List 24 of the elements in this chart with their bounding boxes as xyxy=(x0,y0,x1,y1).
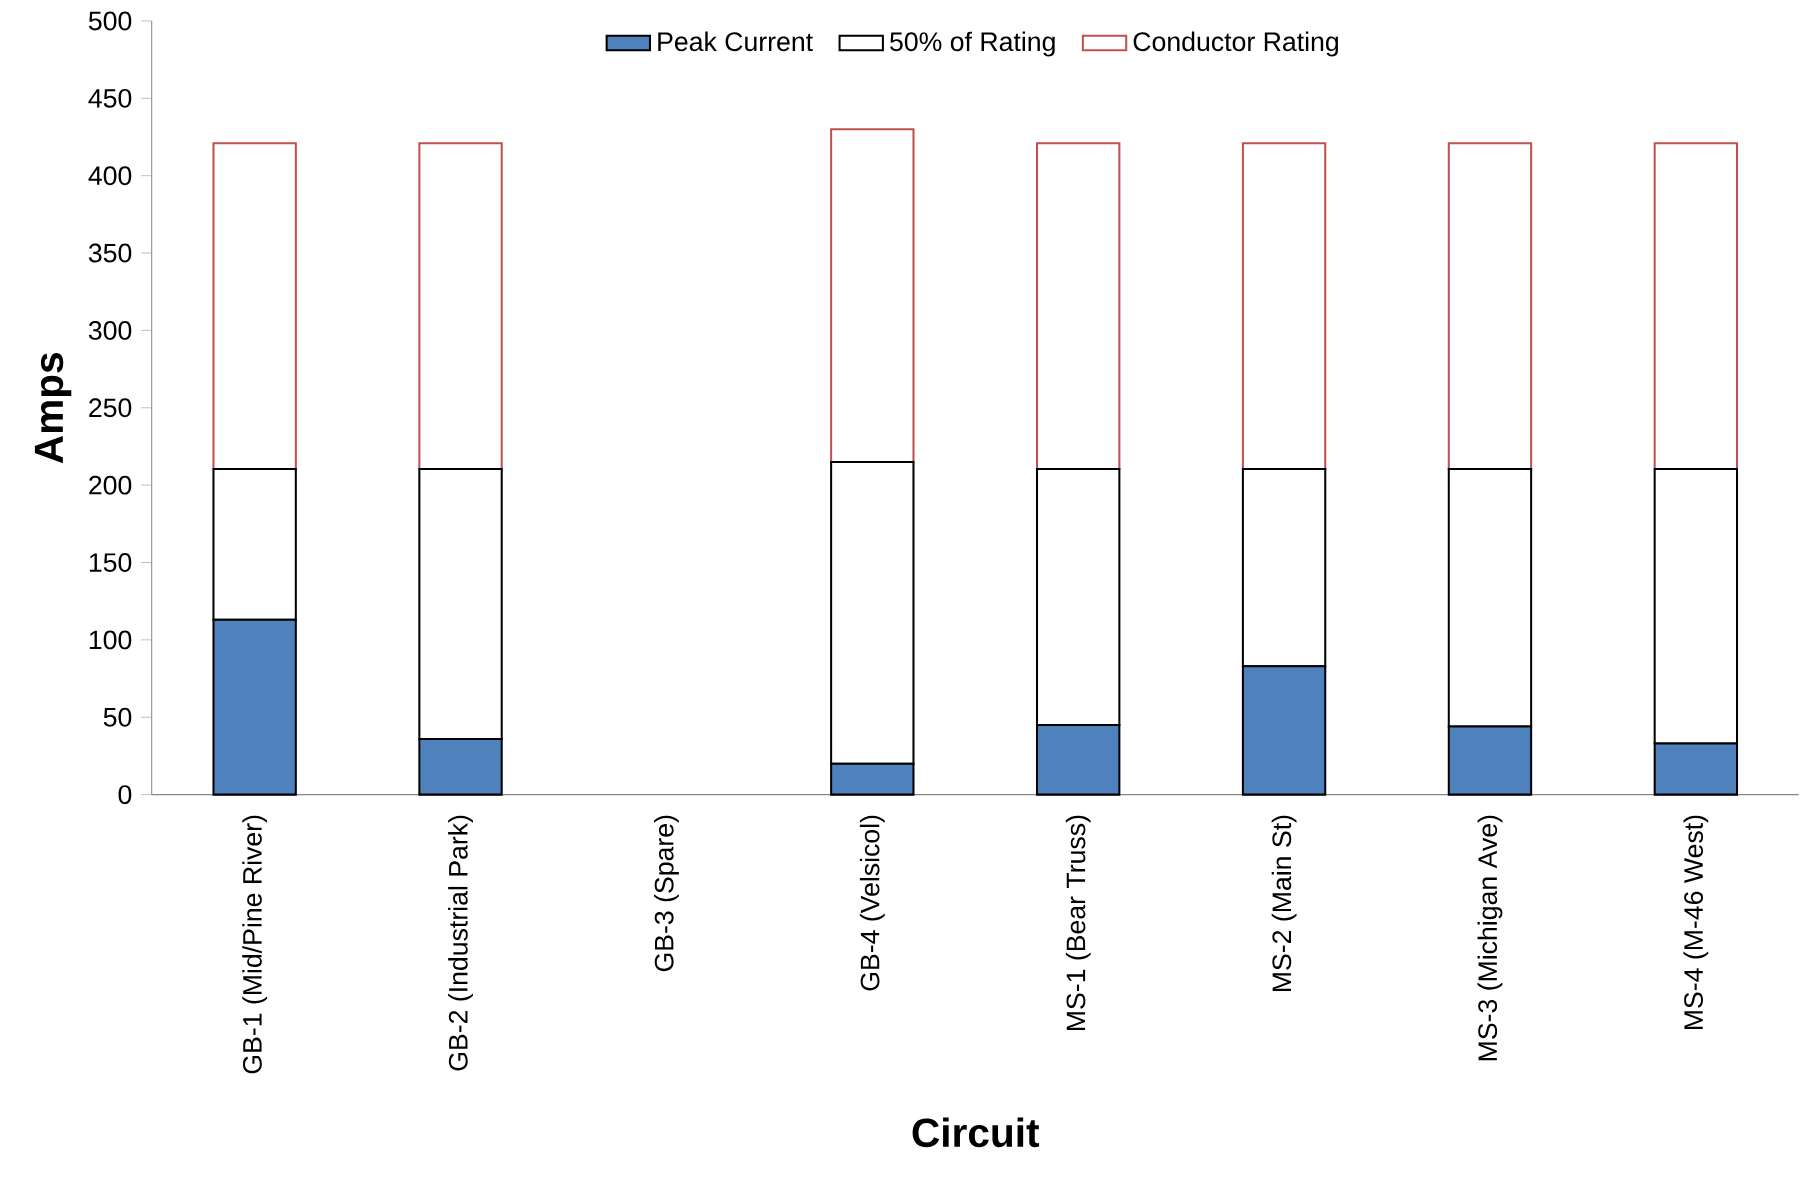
y-axis-title: Amps xyxy=(34,353,72,464)
legend-label: 50% of Rating xyxy=(890,31,1055,57)
y-tick-label: 450 xyxy=(88,88,132,108)
legend-label: Conductor Rating xyxy=(1133,31,1338,57)
x-tick-label: GB-2 (Industrial Park) xyxy=(448,815,473,1071)
y-tick-label: 250 xyxy=(89,398,132,418)
legend-label: Peak Current xyxy=(658,31,813,52)
y-tick-label: 100 xyxy=(89,630,132,650)
y-tick-label: 300 xyxy=(88,321,132,340)
y-tick-label: 150 xyxy=(89,553,132,573)
y-tick-label: 500 xyxy=(88,11,132,31)
y-tick-label: 200 xyxy=(89,475,132,495)
y-tick-label: 0 xyxy=(118,785,132,805)
x-tick-label: MS-3 (Michigan Ave) xyxy=(1477,815,1503,1061)
x-axis-title: Circuit xyxy=(912,1117,1040,1148)
x-tick-label: GB-1 (Mid/Pine River) xyxy=(242,815,268,1074)
y-tick-label: 350 xyxy=(88,243,132,263)
x-tick-label: MS-1 (Bear Truss) xyxy=(1065,815,1091,1031)
x-tick-label: GB-3 (Spare) xyxy=(654,815,679,972)
x-tick-label: MS-4 (M-46 West) xyxy=(1683,815,1709,1030)
y-tick-label: 400 xyxy=(88,166,132,186)
x-tick-label: MS-2 (Main St) xyxy=(1271,815,1297,992)
x-tick-label: GB-4 (Velsicol) xyxy=(859,815,885,991)
y-tick-label: 50 xyxy=(103,707,132,727)
